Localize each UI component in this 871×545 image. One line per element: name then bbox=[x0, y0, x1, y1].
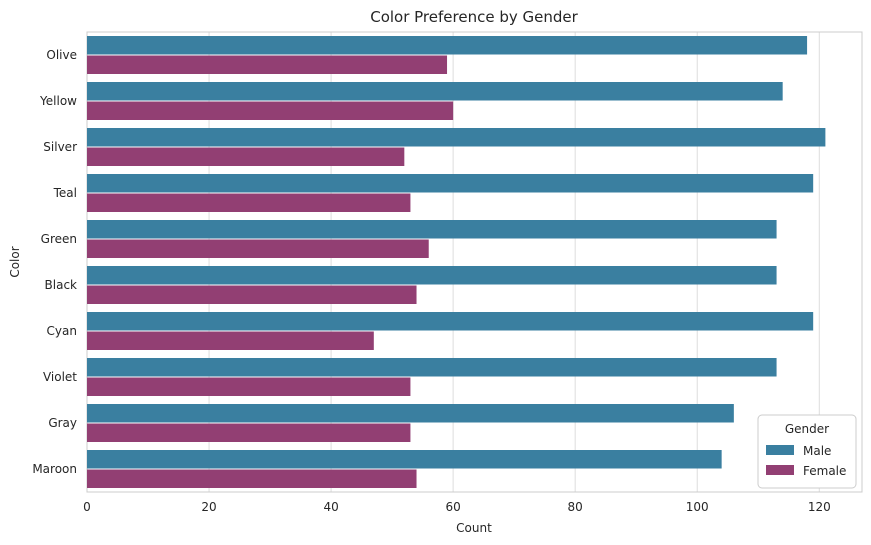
legend: Gender Male Female bbox=[757, 414, 857, 489]
bar-female-gray bbox=[87, 423, 411, 442]
bar-male-teal bbox=[87, 174, 814, 193]
legend-swatch-male bbox=[766, 445, 794, 455]
x-tick-label: 80 bbox=[568, 500, 583, 514]
bar-male-maroon bbox=[87, 450, 722, 469]
y-tick-labels: Olive Yellow Silver Teal Green Black Cyan Viole… bbox=[32, 48, 77, 476]
bar-female-black bbox=[87, 285, 417, 304]
x-tick-label: 100 bbox=[686, 500, 709, 514]
y-tick-label: Maroon bbox=[32, 462, 77, 476]
bar-female-violet bbox=[87, 377, 411, 396]
x-tick-label: 0 bbox=[83, 500, 91, 514]
bar-male-yellow bbox=[87, 82, 783, 101]
bar-male-olive bbox=[87, 36, 808, 55]
bar-male-green bbox=[87, 220, 777, 239]
bar-female-green bbox=[87, 239, 429, 258]
y-tick-label: Olive bbox=[46, 48, 77, 62]
grid-layer bbox=[86, 32, 820, 492]
y-tick-label: Gray bbox=[48, 416, 77, 430]
x-tick-label: 120 bbox=[808, 500, 831, 514]
x-tick-label: 40 bbox=[323, 500, 338, 514]
bars-layer bbox=[87, 36, 826, 488]
x-tick-label: 20 bbox=[201, 500, 216, 514]
bar-female-maroon bbox=[87, 469, 417, 488]
bar-male-black bbox=[87, 266, 777, 285]
y-tick-label: Yellow bbox=[39, 94, 77, 108]
bar-female-yellow bbox=[87, 101, 454, 120]
bar-female-cyan bbox=[87, 331, 374, 350]
x-axis-label: Count bbox=[456, 521, 492, 535]
bar-female-teal bbox=[87, 193, 411, 212]
y-tick-label: Violet bbox=[43, 370, 77, 384]
bar-male-cyan bbox=[87, 312, 814, 331]
y-tick-label: Green bbox=[41, 232, 77, 246]
chart-title: Color Preference by Gender bbox=[370, 8, 578, 26]
y-tick-label: Silver bbox=[43, 140, 77, 154]
bar-male-silver bbox=[87, 128, 826, 147]
bar-female-silver bbox=[87, 147, 405, 166]
y-tick-label: Teal bbox=[53, 186, 77, 200]
legend-label-male: Male bbox=[803, 444, 831, 458]
bar-male-violet bbox=[87, 358, 777, 377]
bar-male-gray bbox=[87, 404, 734, 423]
y-tick-label: Cyan bbox=[47, 324, 77, 338]
legend-label-female: Female bbox=[803, 464, 846, 478]
y-tick-label: Black bbox=[45, 278, 78, 292]
x-tick-labels: 0 20 40 60 80 100 120 bbox=[83, 500, 831, 514]
legend-swatch-female bbox=[766, 465, 794, 475]
y-axis-label: Color bbox=[8, 246, 22, 277]
plot-frame bbox=[86, 31, 863, 493]
legend-title: Gender bbox=[785, 422, 829, 436]
bar-female-olive bbox=[87, 55, 448, 74]
x-tick-label: 60 bbox=[446, 500, 461, 514]
